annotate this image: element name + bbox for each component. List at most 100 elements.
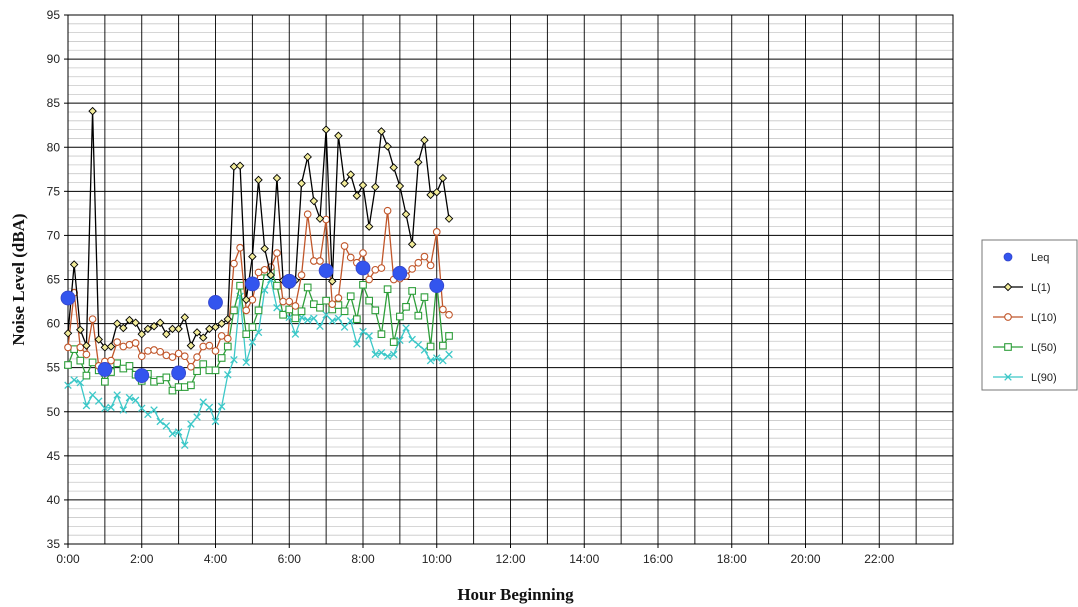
data-point-l1: [106, 342, 116, 351]
data-point-l10: [414, 258, 423, 267]
data-point-l90: [426, 356, 435, 365]
data-point-l90: [340, 323, 349, 331]
x-tick-label: 2:00: [130, 552, 154, 566]
data-point-l1: [358, 180, 368, 190]
data-point-l1: [248, 252, 257, 261]
data-point-l50: [334, 301, 343, 309]
data-point-l90: [174, 428, 183, 436]
data-point-l50: [365, 296, 373, 305]
data-point-l10: [316, 257, 324, 265]
data-point-l50: [371, 306, 380, 315]
data-point-l1: [125, 315, 134, 325]
data-point-l90: [205, 403, 214, 412]
data-point-l1: [162, 329, 171, 339]
data-point-l90: [168, 430, 177, 438]
legend-item-l1: L(1): [993, 282, 1051, 294]
data-point-l50: [377, 330, 386, 339]
series-leq: [60, 260, 445, 384]
data-point-l1: [211, 322, 220, 332]
data-point-l50: [383, 285, 392, 294]
data-point-leq: [244, 276, 260, 292]
y-tick-label: 40: [47, 493, 61, 507]
data-point-l1: [438, 173, 448, 183]
data-point-l10: [297, 271, 306, 279]
data-point-l1: [198, 333, 208, 342]
data-point-l90: [181, 441, 189, 450]
y-tick-label: 35: [47, 537, 61, 551]
data-point-l10: [107, 356, 115, 365]
data-point-l10: [445, 310, 453, 319]
data-point-l1: [143, 324, 153, 334]
data-point-l1: [82, 341, 91, 350]
data-point-l90: [291, 330, 300, 338]
data-point-l1: [112, 319, 122, 328]
data-point-l1: [426, 190, 435, 200]
data-point-l10: [131, 339, 140, 347]
data-point-l90: [316, 322, 324, 330]
data-point-l1: [346, 170, 355, 179]
data-point-l50: [162, 373, 171, 382]
data-point-l90: [88, 391, 97, 399]
data-point-l10: [180, 352, 189, 361]
data-point-l1: [328, 277, 337, 286]
data-point-l10: [223, 334, 232, 343]
data-point-l90: [359, 327, 367, 336]
data-point-l90: [365, 332, 373, 340]
x-tick-label: 18:00: [717, 552, 747, 566]
x-tick-label: 20:00: [790, 552, 820, 566]
data-point-l90: [322, 311, 330, 319]
data-point-l1: [401, 210, 411, 219]
data-point-l90: [414, 340, 423, 349]
data-point-l10: [144, 347, 152, 355]
data-point-l10: [211, 347, 220, 355]
data-point-l1: [235, 161, 245, 171]
data-point-l10: [64, 343, 72, 352]
data-point-l10: [162, 351, 171, 360]
y-tick-label: 75: [47, 184, 61, 198]
data-point-l10: [328, 300, 337, 309]
legend-item-leq: Leq: [1003, 252, 1049, 264]
data-point-l90: [371, 350, 380, 359]
legend-label-leq: Leq: [1031, 252, 1049, 264]
data-point-l90: [217, 402, 226, 411]
data-point-l1: [377, 127, 386, 136]
data-point-l50: [353, 315, 361, 324]
x-tick-label: 6:00: [278, 552, 302, 566]
legend-marker-l1: [1003, 282, 1013, 292]
data-point-l90: [156, 417, 164, 426]
data-point-l10: [174, 349, 183, 358]
legend-label-l50: L(50): [1031, 342, 1057, 354]
data-point-l50: [279, 310, 287, 319]
data-point-leq: [171, 365, 187, 381]
data-point-l50: [414, 311, 423, 320]
data-point-l50: [273, 281, 281, 290]
data-point-leq: [60, 290, 76, 306]
data-point-l10: [371, 265, 380, 274]
y-axis-ticks: 35 40 45 50 55 60 65 70 75 80 85 90 95: [47, 8, 68, 551]
legend-label-l10: L(10): [1031, 312, 1057, 324]
data-point-l10: [432, 228, 441, 236]
data-point-l50: [346, 292, 355, 301]
data-point-l1: [266, 270, 276, 280]
data-point-l10: [137, 352, 146, 361]
data-point-l1: [364, 222, 374, 231]
data-point-l50: [217, 354, 226, 362]
data-point-l1: [229, 162, 239, 171]
data-point-l10: [156, 347, 165, 356]
data-point-l10: [76, 343, 85, 352]
data-point-l90: [150, 406, 158, 414]
y-tick-label: 70: [47, 228, 61, 242]
data-point-l10: [88, 315, 97, 324]
data-point-l10: [285, 297, 294, 306]
data-point-l90: [119, 406, 128, 414]
data-point-l1: [168, 324, 177, 334]
y-tick-label: 50: [47, 405, 61, 419]
data-point-l50: [88, 358, 97, 367]
data-point-l90: [131, 396, 140, 405]
data-point-l50: [242, 330, 251, 339]
data-point-leq: [392, 265, 408, 281]
series-l90: [64, 275, 453, 450]
data-point-l50: [426, 342, 435, 351]
data-point-l90: [377, 348, 386, 357]
data-point-l1: [69, 260, 79, 269]
